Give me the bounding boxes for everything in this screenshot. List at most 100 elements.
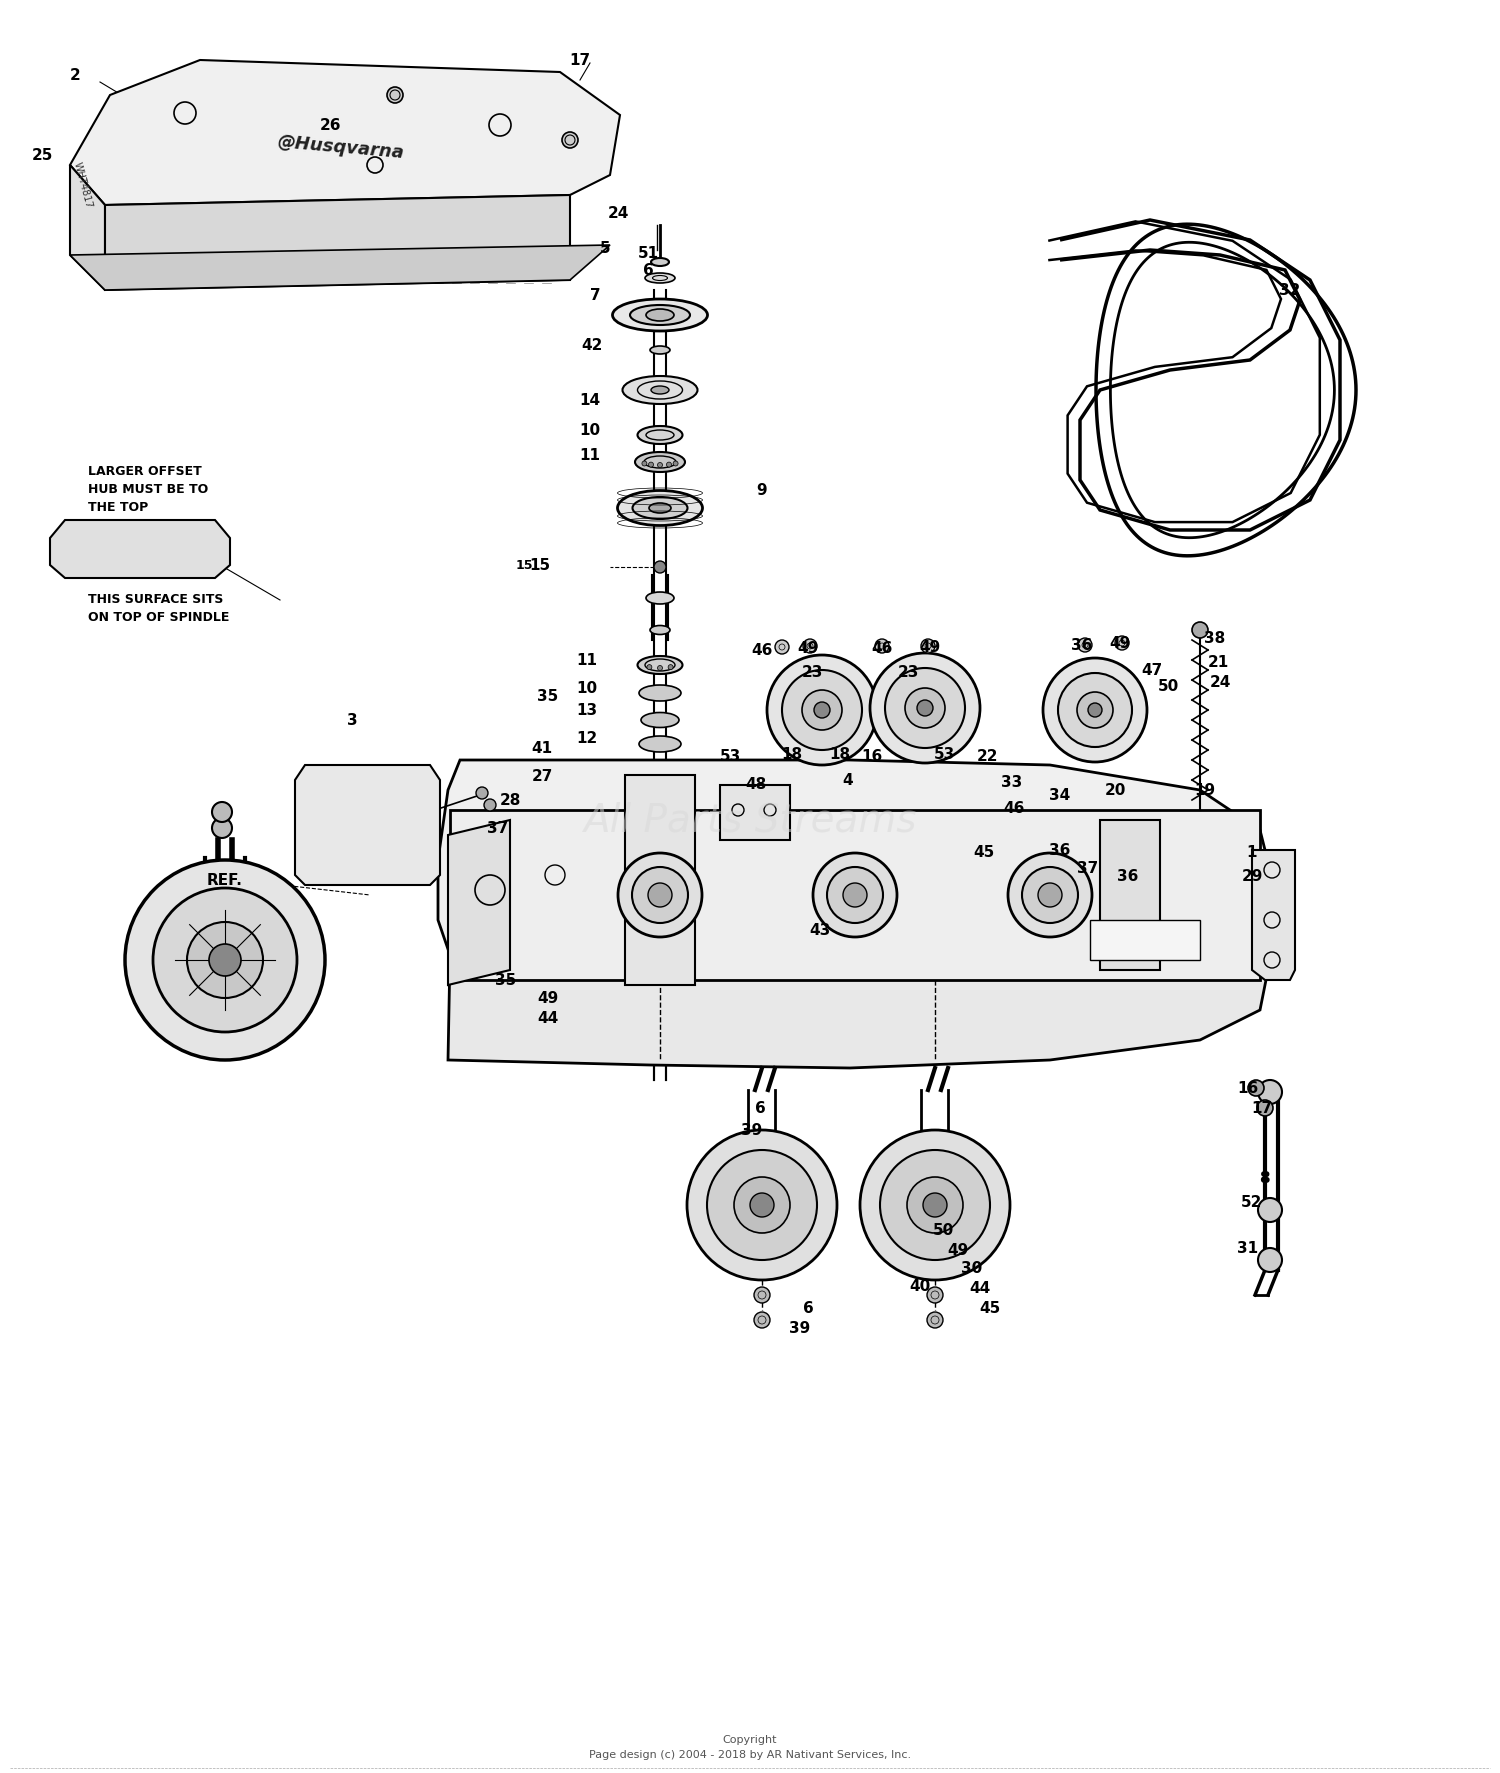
Text: 35: 35 [495, 973, 516, 988]
Circle shape [916, 700, 933, 716]
Text: 5: 5 [600, 241, 610, 255]
Circle shape [632, 867, 688, 924]
Polygon shape [438, 761, 1270, 959]
Polygon shape [450, 810, 1260, 980]
Text: 39: 39 [741, 1122, 762, 1138]
Text: 20: 20 [1104, 782, 1125, 798]
Text: 49: 49 [948, 1243, 969, 1257]
Circle shape [859, 1129, 1010, 1280]
Circle shape [1058, 674, 1132, 746]
Polygon shape [626, 775, 694, 986]
Text: Page design (c) 2004 - 2018 by AR Nativant Services, Inc.: Page design (c) 2004 - 2018 by AR Nativa… [590, 1750, 910, 1761]
Circle shape [1114, 637, 1130, 651]
Ellipse shape [645, 273, 675, 284]
Text: 27: 27 [531, 768, 552, 784]
Text: 38: 38 [1204, 631, 1225, 645]
Text: 45: 45 [980, 1301, 1000, 1316]
Circle shape [782, 670, 862, 750]
Circle shape [657, 463, 663, 468]
Text: 44: 44 [537, 1011, 558, 1025]
Text: REF.: REF. [207, 872, 243, 888]
Text: 22: 22 [976, 748, 999, 764]
Text: 51: 51 [638, 245, 658, 261]
Circle shape [827, 867, 884, 924]
Text: All Parts Streams: All Parts Streams [584, 801, 916, 839]
Text: 53: 53 [720, 748, 741, 764]
Text: 6: 6 [802, 1301, 813, 1316]
Ellipse shape [651, 259, 669, 266]
Circle shape [927, 1312, 944, 1328]
Text: 32: 32 [1280, 282, 1300, 298]
Text: 15: 15 [530, 557, 550, 573]
Text: 37: 37 [1077, 860, 1098, 876]
Polygon shape [448, 910, 1270, 1067]
Circle shape [754, 1287, 770, 1303]
Circle shape [1257, 1099, 1274, 1115]
Ellipse shape [646, 309, 674, 321]
Text: 10: 10 [579, 422, 600, 438]
Text: 13: 13 [576, 702, 597, 718]
Text: 37: 37 [488, 821, 508, 835]
Circle shape [885, 668, 965, 748]
Text: 31: 31 [1238, 1241, 1258, 1255]
Circle shape [922, 1193, 946, 1216]
Circle shape [802, 638, 818, 652]
Text: 14: 14 [579, 392, 600, 408]
Circle shape [870, 652, 980, 762]
Text: 11: 11 [579, 447, 600, 463]
Text: 50: 50 [1158, 679, 1179, 693]
Circle shape [908, 1177, 963, 1232]
Text: 11: 11 [576, 652, 597, 667]
Circle shape [904, 688, 945, 729]
Text: 42: 42 [582, 337, 603, 353]
Text: 7: 7 [590, 287, 600, 303]
Text: 36: 36 [1118, 869, 1138, 883]
Text: 17: 17 [1251, 1101, 1272, 1115]
Text: 24: 24 [1209, 674, 1230, 690]
Circle shape [1008, 853, 1092, 936]
Text: LARGER OFFSET
HUB MUST BE TO
THE TOP: LARGER OFFSET HUB MUST BE TO THE TOP [88, 465, 209, 514]
Text: 44: 44 [969, 1280, 990, 1296]
Circle shape [1016, 865, 1084, 934]
Text: 43: 43 [810, 922, 831, 938]
Ellipse shape [622, 376, 698, 404]
Circle shape [706, 1151, 818, 1261]
Polygon shape [70, 165, 105, 291]
Circle shape [387, 87, 404, 103]
Text: 23: 23 [801, 665, 822, 679]
Circle shape [626, 865, 694, 934]
Text: 26: 26 [320, 117, 340, 133]
Circle shape [211, 817, 232, 839]
Circle shape [750, 1193, 774, 1216]
Text: 29: 29 [1242, 869, 1263, 883]
Circle shape [1248, 1080, 1264, 1096]
Text: 18: 18 [782, 746, 802, 761]
Text: 18: 18 [830, 746, 850, 761]
Circle shape [1077, 691, 1113, 729]
Circle shape [484, 800, 496, 810]
Text: THIS SURFACE SITS
ON TOP OF SPINDLE: THIS SURFACE SITS ON TOP OF SPINDLE [88, 592, 230, 624]
Text: 23: 23 [897, 665, 918, 679]
Ellipse shape [612, 300, 708, 332]
Circle shape [815, 702, 830, 718]
Circle shape [687, 1129, 837, 1280]
Polygon shape [70, 245, 610, 291]
Text: 4: 4 [843, 773, 854, 787]
Text: 6: 6 [642, 262, 654, 278]
Circle shape [188, 922, 262, 998]
Text: 19: 19 [1194, 782, 1215, 798]
Circle shape [874, 638, 890, 652]
Circle shape [1042, 658, 1148, 762]
Circle shape [921, 638, 934, 652]
Ellipse shape [634, 452, 686, 472]
Text: 35: 35 [537, 688, 558, 704]
Circle shape [1258, 1248, 1282, 1271]
Text: 41: 41 [531, 741, 552, 755]
Text: 40: 40 [909, 1278, 930, 1294]
Text: Copyright: Copyright [723, 1736, 777, 1745]
Text: 17: 17 [570, 53, 591, 67]
Text: 45: 45 [974, 844, 994, 860]
Text: 49: 49 [920, 640, 940, 654]
Text: 36: 36 [1071, 638, 1092, 652]
Polygon shape [1090, 920, 1200, 959]
